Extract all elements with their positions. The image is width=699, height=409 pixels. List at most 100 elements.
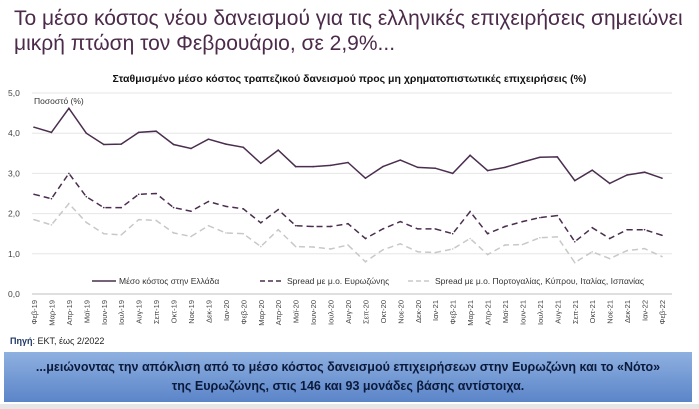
- data-point: [521, 161, 524, 163]
- data-point: [416, 250, 419, 253]
- data-point: [434, 251, 437, 254]
- data-point: [242, 146, 245, 149]
- data-point: [416, 228, 419, 230]
- data-point: [521, 220, 524, 223]
- data-point: [277, 208, 280, 211]
- data-point: [626, 249, 628, 252]
- x-tick-label: Οκτ-20: [379, 300, 388, 323]
- summary-banner: ...μειώνοντας την απόκλιση από το μέσο κ…: [4, 352, 692, 402]
- data-point: [521, 243, 524, 246]
- data-point: [225, 232, 227, 234]
- data-point: [294, 165, 297, 168]
- data-point: [504, 225, 506, 228]
- data-point: [434, 167, 437, 169]
- data-point: [155, 130, 157, 132]
- data-point: [469, 154, 471, 157]
- x-tick-label: Οκτ-21: [588, 300, 597, 323]
- data-point: [137, 193, 140, 196]
- x-tick-label: Ιαν-21: [431, 300, 440, 321]
- x-tick-label: Σεπ-20: [361, 300, 370, 324]
- data-point: [486, 232, 489, 235]
- data-point: [382, 228, 384, 230]
- data-point: [626, 228, 628, 231]
- slide-title-line2: μικρή πτώση τον Φεβρουάριο, σε 2,9%...: [14, 32, 396, 55]
- data-point: [661, 177, 663, 180]
- data-point: [277, 228, 280, 231]
- x-tick-label: Δεκ-19: [204, 300, 213, 323]
- data-point: [329, 225, 332, 228]
- data-point: [277, 149, 280, 151]
- data-point: [155, 219, 157, 222]
- data-point: [539, 156, 541, 159]
- x-tick-label: Μαρ-19: [47, 300, 56, 326]
- data-point: [33, 218, 35, 221]
- data-point: [155, 192, 157, 195]
- source-label: Πηγή: [10, 336, 33, 346]
- data-point: [539, 216, 541, 219]
- data-point: [33, 193, 35, 196]
- slide-title-line1: Το μέσο κόστος νέου δανεισμού για τις ελ…: [14, 7, 683, 30]
- data-point: [382, 248, 384, 251]
- data-point: [137, 218, 140, 221]
- data-point: [259, 162, 262, 165]
- x-tick-label: Ιουν-19: [100, 300, 109, 325]
- y-tick-label: 3,0: [8, 168, 20, 178]
- x-tick-label: Νοε-19: [187, 300, 196, 324]
- x-tick-label: Φεβ-20: [239, 300, 248, 324]
- data-point: [102, 143, 105, 146]
- x-tick-label: Μαρ-21: [466, 300, 475, 326]
- data-point: [608, 237, 611, 240]
- data-point: [225, 143, 227, 145]
- data-point: [172, 206, 175, 209]
- data-point: [347, 222, 349, 225]
- y-axis-label: Ποσοστό (%): [34, 96, 84, 106]
- chart-title: Σταθμισμένο μέσο κόστος τραπεζικού δανει…: [112, 73, 587, 85]
- y-tick-label: 1,0: [8, 249, 20, 259]
- x-tick-label: Μαϊ-19: [82, 300, 91, 323]
- data-point: [643, 171, 646, 173]
- data-point: [68, 107, 70, 110]
- data-point: [486, 169, 489, 172]
- data-point: [416, 166, 419, 169]
- data-point: [626, 174, 628, 176]
- x-tick-label: Μαϊ-20: [292, 300, 301, 323]
- x-tick-label: Ιουλ-20: [327, 300, 336, 325]
- x-tick-label: Σεπ-21: [571, 300, 580, 324]
- data-point: [207, 138, 210, 141]
- series-line: [33, 172, 663, 243]
- data-point: [225, 205, 227, 208]
- footer-bar: [0, 404, 699, 409]
- data-point: [451, 172, 454, 175]
- x-tick-label: Ιαν-20: [222, 300, 231, 321]
- banner-line1: ...μειώνοντας την απόκλιση από το μέσο κ…: [35, 360, 661, 374]
- source-note: Πηγή: ΕΚΤ, έως 2/2022: [10, 336, 104, 346]
- data-point: [608, 257, 611, 260]
- x-tick-label: Ιουν-20: [309, 300, 318, 325]
- data-point: [172, 232, 175, 234]
- data-point: [661, 234, 663, 237]
- data-point: [591, 250, 594, 253]
- line-chart: 0,0 1,0 2,0 3,0 4,0 5,0 Ποσοστό (%) Φεβ-19 Μαρ-1…: [8, 88, 672, 326]
- data-point: [294, 224, 297, 227]
- data-point: [50, 197, 53, 200]
- data-point: [399, 242, 402, 245]
- data-point: [120, 206, 123, 209]
- data-point: [451, 248, 454, 250]
- x-tick-label: Απρ-20: [274, 300, 283, 325]
- y-tick-label: 5,0: [8, 88, 20, 98]
- slide-title: Το μέσο κόστος νέου δανεισμού για τις ελ…: [14, 6, 699, 56]
- x-tick-label: Απρ-21: [484, 300, 493, 325]
- x-tick-label: Αυγ-20: [344, 300, 353, 324]
- data-point: [312, 225, 314, 228]
- legend-label: Spread με μ.ο. Ευρωζώνης: [287, 276, 389, 286]
- data-point: [102, 206, 105, 209]
- data-point: [434, 228, 437, 230]
- data-point: [259, 222, 262, 224]
- data-point: [190, 210, 192, 212]
- x-tick-label: Αυγ-19: [135, 300, 144, 324]
- data-point: [469, 237, 471, 240]
- data-point: [556, 156, 559, 158]
- data-point: [329, 248, 332, 250]
- data-point: [207, 224, 210, 227]
- data-point: [643, 228, 646, 231]
